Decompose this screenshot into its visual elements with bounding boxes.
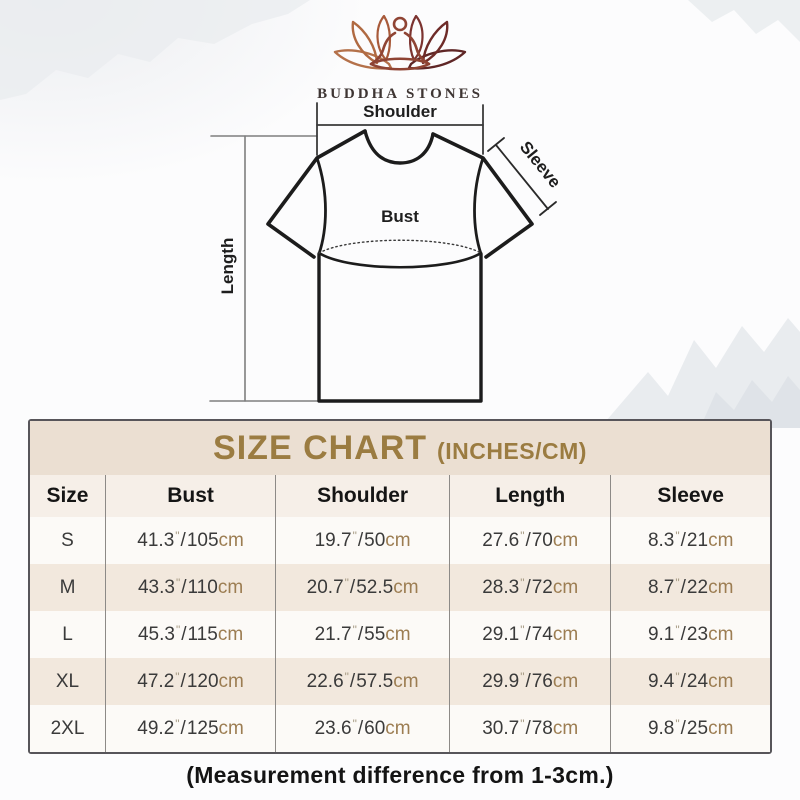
length-label: Length <box>218 238 237 295</box>
size-cell: L <box>62 623 73 645</box>
size-cell: M <box>59 576 76 598</box>
shoulder-cell: 23.6"/60cm <box>275 705 450 752</box>
bust-cell: 47.2"/120cm <box>104 658 276 705</box>
shoulder-label: Shoulder <box>363 102 437 121</box>
bust-label: Bust <box>381 207 419 226</box>
length-cell: 27.6"/70cm <box>449 517 611 564</box>
lotus-meditation-logo-icon <box>333 14 467 71</box>
bust-cell: 45.3"/115cm <box>104 611 276 658</box>
table-row-xl: XL 47.2"/120cm 22.6"/57.5cm 29.9"/76cm 9… <box>30 658 770 705</box>
brand-name: BUDDHA STONES <box>317 86 483 102</box>
col-header-shoulder: Shoulder <box>275 475 450 517</box>
size-chart-table: Size Bust Shoulder Length Sleeve S 41.3"… <box>30 475 770 752</box>
size-chart-title: SIZE CHART <box>213 429 428 467</box>
sleeve-measure-lines <box>487 137 557 216</box>
col-header-sleeve: Sleeve <box>610 475 770 517</box>
tshirt-outline <box>266 129 534 403</box>
length-cell: 28.3"/72cm <box>449 564 611 611</box>
table-row-m: M 43.3"/110cm 20.7"/52.5cm 28.3"/72cm 8.… <box>30 564 770 611</box>
size-cell: XL <box>55 670 80 692</box>
size-cell: S <box>61 529 74 551</box>
bust-cell: 41.3"/105cm <box>104 517 276 564</box>
size-chart-title-band: SIZE CHART (INCHES/CM) <box>30 421 770 475</box>
tshirt-measurement-diagram: Shoulder Bust Length Sleeve <box>200 98 600 416</box>
length-measure-lines <box>209 135 321 402</box>
length-cell: 29.1"/74cm <box>449 611 611 658</box>
length-cell: 29.9"/76cm <box>449 658 611 705</box>
sleeve-cell: 9.1"/23cm <box>610 611 770 658</box>
brand-header: BUDDHA STONES <box>0 8 800 103</box>
table-row-l: L 45.3"/115cm 21.7"/55cm 29.1"/74cm 9.1"… <box>30 611 770 658</box>
shoulder-cell: 19.7"/50cm <box>275 517 450 564</box>
measurement-footnote: (Measurement difference from 1-3cm.) <box>186 762 614 788</box>
shoulder-cell: 21.7"/55cm <box>275 611 450 658</box>
bust-cell: 49.2"/125cm <box>104 705 276 752</box>
col-header-bust: Bust <box>104 475 276 517</box>
col-header-length: Length <box>449 475 611 517</box>
table-row-s: S 41.3"/105cm 19.7"/50cm 27.6"/70cm 8.3"… <box>30 517 770 564</box>
sleeve-cell: 9.8"/25cm <box>610 705 770 752</box>
shoulder-cell: 22.6"/57.5cm <box>275 658 450 705</box>
bust-cell: 43.3"/110cm <box>104 564 276 611</box>
size-chart-table-card: SIZE CHART (INCHES/CM) Size Bust Shoulder… <box>28 419 772 754</box>
col-header-size: Size <box>30 475 106 517</box>
sleeve-cell: 8.7"/22cm <box>610 564 770 611</box>
sleeve-label: Sleeve <box>516 138 565 192</box>
sleeve-cell: 9.4"/24cm <box>610 658 770 705</box>
shoulder-measure-lines <box>316 102 484 156</box>
size-chart-subtitle: (INCHES/CM) <box>437 438 587 464</box>
sleeve-cell: 8.3"/21cm <box>610 517 770 564</box>
table-row-2xl: 2XL 49.2"/125cm 23.6"/60cm 30.7"/78cm 9.… <box>30 705 770 752</box>
size-cell: 2XL <box>50 717 85 739</box>
length-cell: 30.7"/78cm <box>449 705 611 752</box>
header-row: Size Bust Shoulder Length Sleeve <box>30 475 770 517</box>
shoulder-cell: 20.7"/52.5cm <box>275 564 450 611</box>
